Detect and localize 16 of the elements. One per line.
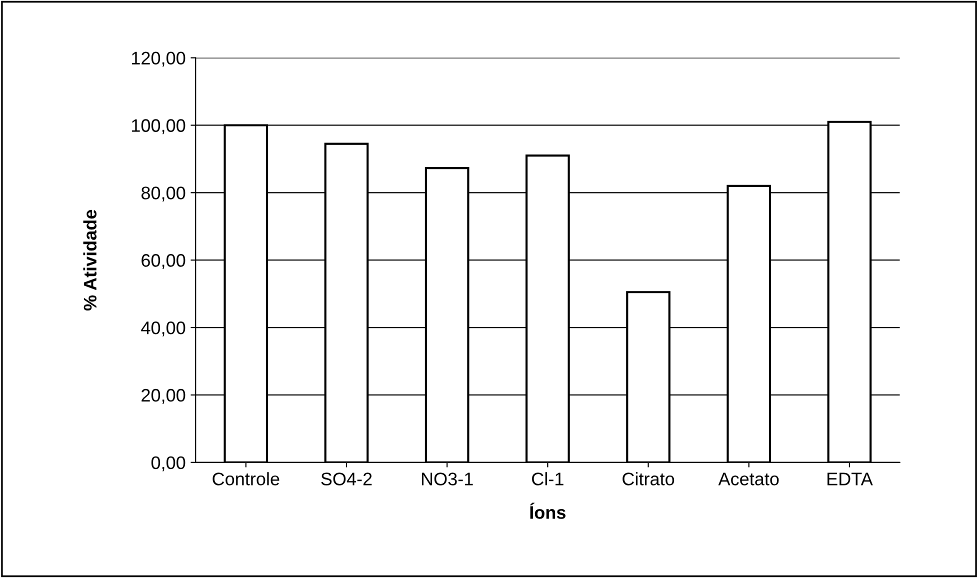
x-tick-label: Citrato [622,472,674,486]
y-tick-label: 60,00 [142,254,186,269]
y-tick-label: 0,00 [151,456,186,472]
x-tick-label: SO4-2 [321,472,372,486]
y-axis-title: % Atividade [83,210,97,310]
x-tick-label: EDTA [828,472,873,486]
y-tick-label: 40,00 [141,321,186,336]
y-tick-label: 100,00 [132,119,186,134]
x-axis-title: Íons [530,502,566,519]
y-tick-label: 20,00 [142,388,186,404]
x-tick-label: Cl-1 [532,472,564,486]
y-tick-label: 80,00 [141,186,186,202]
x-tick-label: NO3-1 [422,472,473,486]
x-tick-label: Acetato [718,472,779,486]
y-tick-label: 120,00 [132,52,186,67]
x-tick-label: Controle [212,472,280,486]
